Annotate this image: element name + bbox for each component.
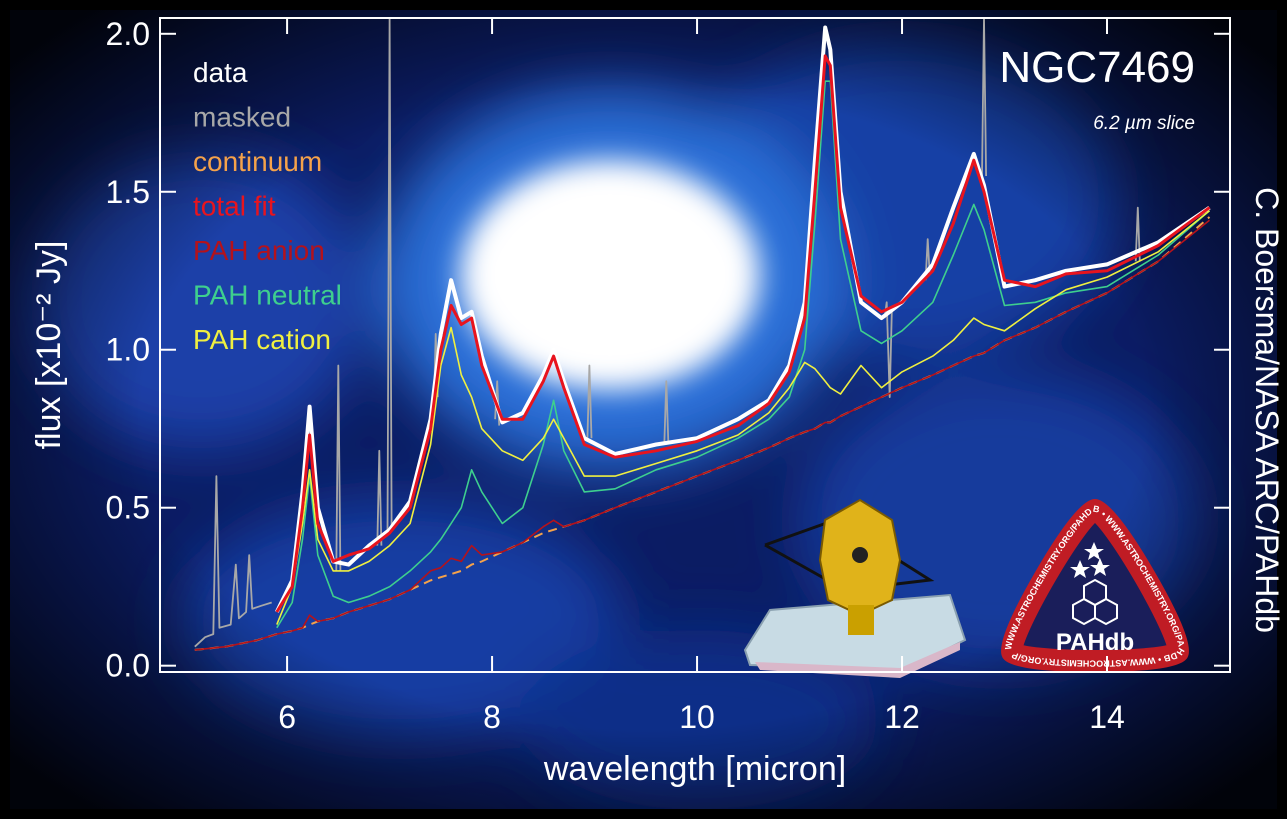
y-tick-label: 0.5 bbox=[106, 490, 150, 526]
legend-entry: PAH cation bbox=[193, 324, 331, 355]
legend-entry: total fit bbox=[193, 191, 276, 222]
chart-title: NGC7469 bbox=[999, 43, 1195, 92]
y-tick-label: 2.0 bbox=[106, 16, 150, 52]
legend-entry: masked bbox=[193, 102, 291, 133]
legend-entry: PAH neutral bbox=[193, 280, 342, 311]
x-tick-label: 6 bbox=[278, 699, 296, 735]
legend-entry: data bbox=[193, 57, 248, 88]
y-tick-label: 1.0 bbox=[106, 332, 150, 368]
x-tick-label: 8 bbox=[483, 699, 501, 735]
x-tick-label: 10 bbox=[679, 699, 715, 735]
y-tick-label: 0.0 bbox=[106, 648, 150, 684]
y-tick-label: 1.5 bbox=[106, 174, 150, 210]
y-axis-label: flux [x10⁻² Jy] bbox=[30, 241, 68, 450]
chart: WWW.ASTROCHEMISTRY.ORG/PAHDB • WWW.ASTRO… bbox=[0, 0, 1287, 819]
legend-entry: continuum bbox=[193, 146, 322, 177]
credit: C. Boersma/NASA ARC/PAHdb bbox=[1249, 187, 1285, 633]
x-axis-label: wavelength [micron] bbox=[543, 750, 846, 788]
legend-entry: PAH anion bbox=[193, 235, 325, 266]
x-tick-label: 14 bbox=[1089, 699, 1125, 735]
chart-subtitle: 6.2 µm slice bbox=[1093, 113, 1195, 134]
x-tick-label: 12 bbox=[884, 699, 920, 735]
logo-text: PAHdb bbox=[1056, 629, 1134, 656]
